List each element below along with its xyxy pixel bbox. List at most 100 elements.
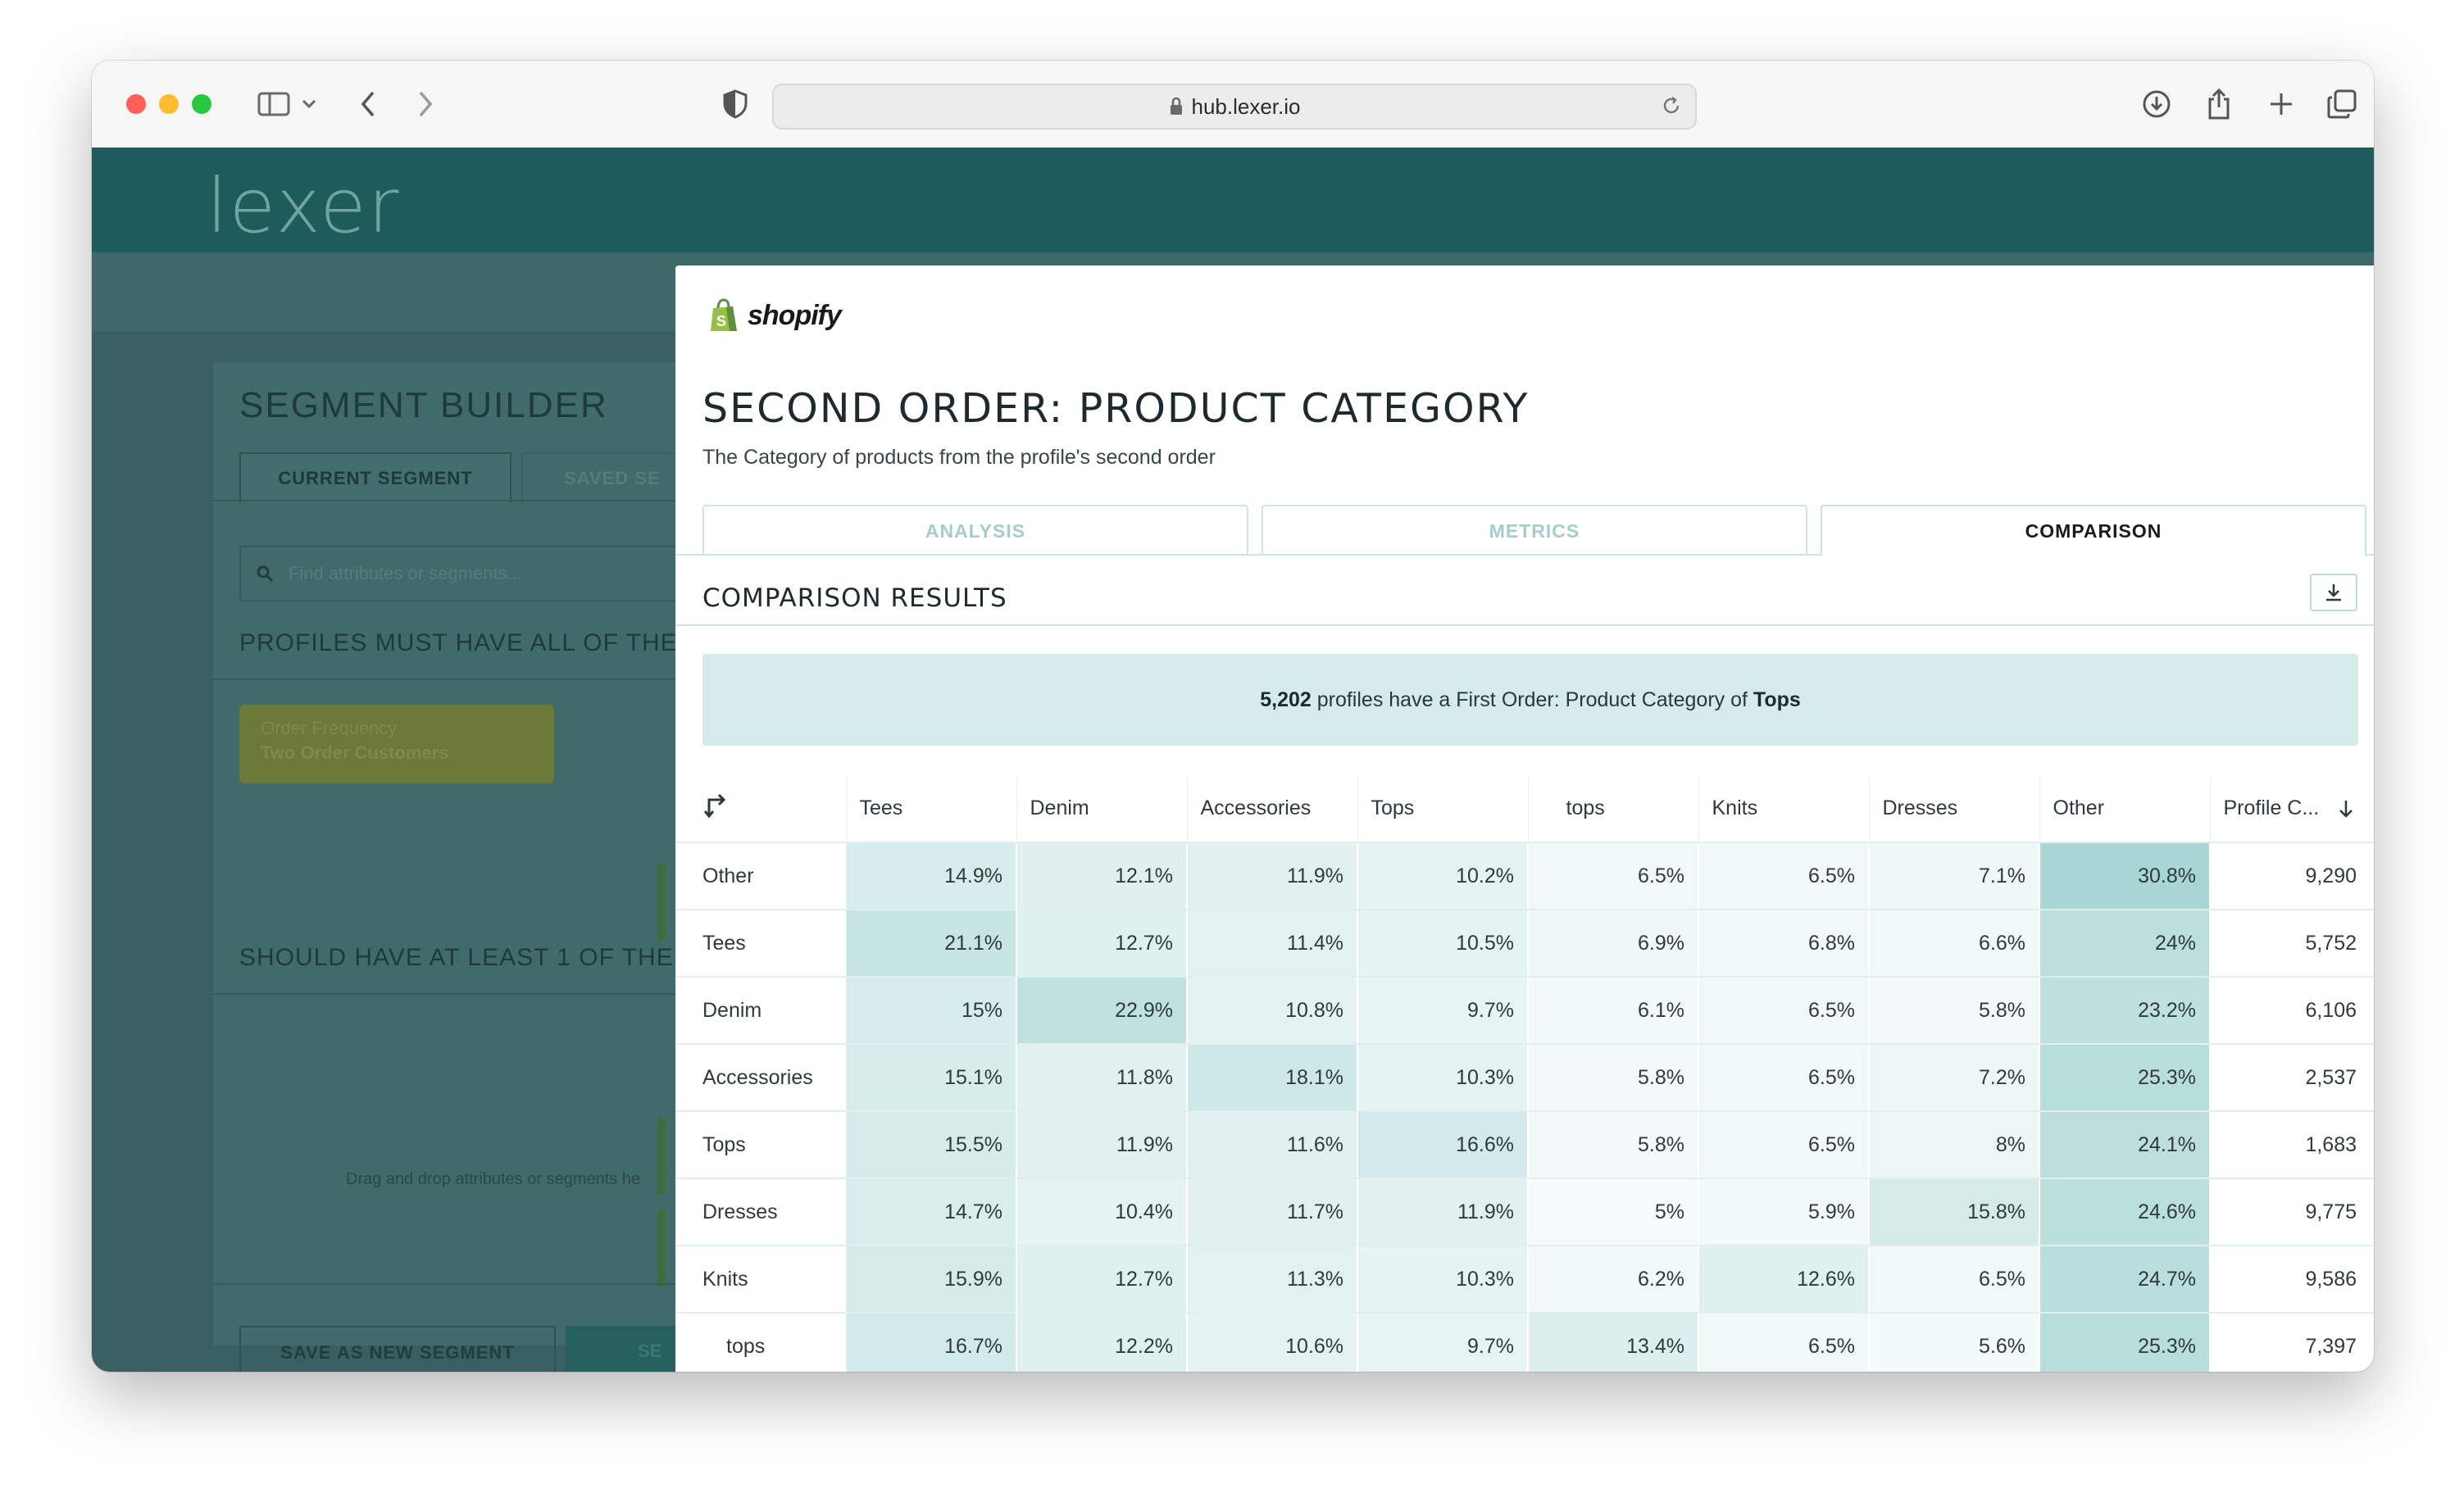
table-cell: 30.8% [2039,842,2211,910]
table-cell: 7.1% [1869,842,2040,910]
profile-count-label: Profile C... [2223,796,2320,819]
save-as-new-segment-button[interactable]: SAVE AS NEW SEGMENT [239,1326,556,1372]
shield-icon[interactable] [716,85,754,123]
column-header[interactable]: Knits [1698,775,1870,843]
table-cell: 12.6% [1698,1246,1870,1314]
download-button[interactable] [2310,574,2357,611]
table-cell: 6.5% [1698,1111,1870,1179]
search-placeholder: Find attributes or segments... [289,563,522,583]
table-cell: 11.9% [1357,1178,1529,1246]
should-have-heading: SHOULD HAVE AT LEAST 1 OF THES [239,944,691,971]
divider [213,1283,721,1285]
table-row: Knits 15.9% 12.7% 11.3% 10.3% 6.2% 12.6% 6.5% 24… [675,1246,2374,1314]
forward-icon[interactable] [407,85,444,123]
column-header-profile-count[interactable]: Profile C... [2210,775,2374,843]
table-body: Other 14.9% 12.1% 11.9% 10.2% 6.5% 6.5% 7.1% 30.… [675,842,2374,1372]
chip-value: Two Order Customers [261,742,449,763]
table-cell: 15.1% [846,1044,1017,1112]
row-label: Accessories [675,1044,847,1112]
table-row: Other 14.9% 12.1% 11.9% 10.2% 6.5% 6.5% 7.1% 30.… [675,842,2374,910]
column-header[interactable]: tops [1528,775,1699,843]
column-header[interactable]: Denim [1016,775,1188,843]
table-cell: 5.8% [1869,977,2040,1045]
chevron-down-icon[interactable] [297,85,321,123]
row-label: Tees [675,910,847,978]
downloads-icon[interactable] [2138,85,2175,123]
column-header[interactable]: Tops [1357,775,1529,843]
swap-axes-button[interactable] [675,775,847,843]
close-window-button[interactable] [126,94,146,114]
tab-analysis[interactable]: ANALYSIS [702,505,1248,556]
table-cell: 24.7% [2039,1246,2211,1314]
table-cell: 6.5% [1698,977,1870,1045]
summary-category: Tops [1753,688,1801,711]
address-bar[interactable]: hub.lexer.io [772,84,1697,129]
table-cell: 7.2% [1869,1044,2040,1112]
comparison-results-title: COMPARISON RESULTS [702,583,1007,613]
table-cell: 9.7% [1357,977,1529,1045]
comparison-table: Tees Denim Accessories Tops tops Knits D… [675,775,2374,1372]
table-cell: 12.7% [1016,1246,1188,1314]
attribute-search-input[interactable]: Find attributes or segments... [239,546,702,601]
segment-builder-panel [213,362,721,1346]
table-cell: 10.5% [1357,910,1529,978]
profile-count-cell: 5,752 [2210,910,2374,978]
tab-comparison[interactable]: COMPARISON [1821,505,2366,556]
table-row: Dresses 14.7% 10.4% 11.7% 11.9% 5% 5.9% 15.8% 24… [675,1178,2374,1246]
back-icon[interactable] [349,85,387,123]
tabs-divider [675,554,2374,556]
order-frequency-chip[interactable]: Order Frequency Two Order Customers [239,705,554,783]
table-cell: 15.5% [846,1111,1017,1179]
profile-count-cell: 2,537 [2210,1044,2374,1112]
new-tab-icon[interactable] [2262,85,2300,123]
table-cell: 6.5% [1869,1246,2040,1314]
zoom-window-button[interactable] [192,94,211,114]
table-cell: 25.3% [2039,1044,2211,1112]
table-cell: 12.2% [1016,1313,1188,1372]
column-header[interactable]: Accessories [1187,775,1358,843]
table-row: Tees 21.1% 12.7% 11.4% 10.5% 6.9% 6.8% 6.6% 24% 5… [675,910,2374,978]
table-cell: 23.2% [2039,977,2211,1045]
table-cell: 12.7% [1016,910,1188,978]
table-cell: 15% [846,977,1017,1045]
chip-title: Order Frequency [261,718,398,738]
svg-text:S: S [716,313,726,329]
sort-arrow-down-icon[interactable] [2338,799,2354,819]
column-header[interactable]: Dresses [1869,775,2040,843]
table-cell: 18.1% [1187,1044,1358,1112]
app-header: lexer [92,147,2374,252]
row-label: Knits [675,1246,847,1314]
table-cell: 11.9% [1187,842,1358,910]
url-text: hub.lexer.io [1191,93,1301,119]
comparison-summary: 5,202 profiles have a First Order: Produ… [702,654,2358,746]
column-header[interactable]: Tees [846,775,1017,843]
table-cell: 16.6% [1357,1111,1529,1179]
table-cell: 8% [1869,1111,2040,1179]
table-cell: 6.6% [1869,910,2040,978]
tab-metrics[interactable]: METRICS [1262,505,1807,556]
shopify-bag-icon: S [711,298,737,331]
table-cell: 6.5% [1528,842,1699,910]
row-label: tops [675,1313,847,1372]
table-cell: 15.8% [1869,1178,2040,1246]
must-have-heading: PROFILES MUST HAVE ALL OF THE [239,629,678,656]
divider [213,678,721,680]
shopify-logo: S shopify [708,298,842,333]
summary-text: profiles have a First Order: Product Cat… [1311,688,1753,711]
row-label: Dresses [675,1178,847,1246]
table-cell: 10.8% [1187,977,1358,1045]
table-cell: 25.3% [2039,1313,2211,1372]
table-cell: 10.4% [1016,1178,1188,1246]
sidebar-toggle-icon[interactable] [249,85,298,123]
table-cell: 11.3% [1187,1246,1358,1314]
summary-count: 5,202 [1260,688,1312,711]
share-icon[interactable] [2200,85,2238,123]
reload-icon[interactable] [1661,95,1682,116]
column-header[interactable]: Other [2039,775,2211,843]
minimize-window-button[interactable] [159,94,179,114]
lexer-logo: lexer [207,162,401,250]
table-cell: 11.8% [1016,1044,1188,1112]
tab-current-segment[interactable]: CURRENT SEGMENT [239,452,511,503]
tab-overview-icon[interactable] [2323,85,2361,123]
table-cell: 10.3% [1357,1044,1529,1112]
